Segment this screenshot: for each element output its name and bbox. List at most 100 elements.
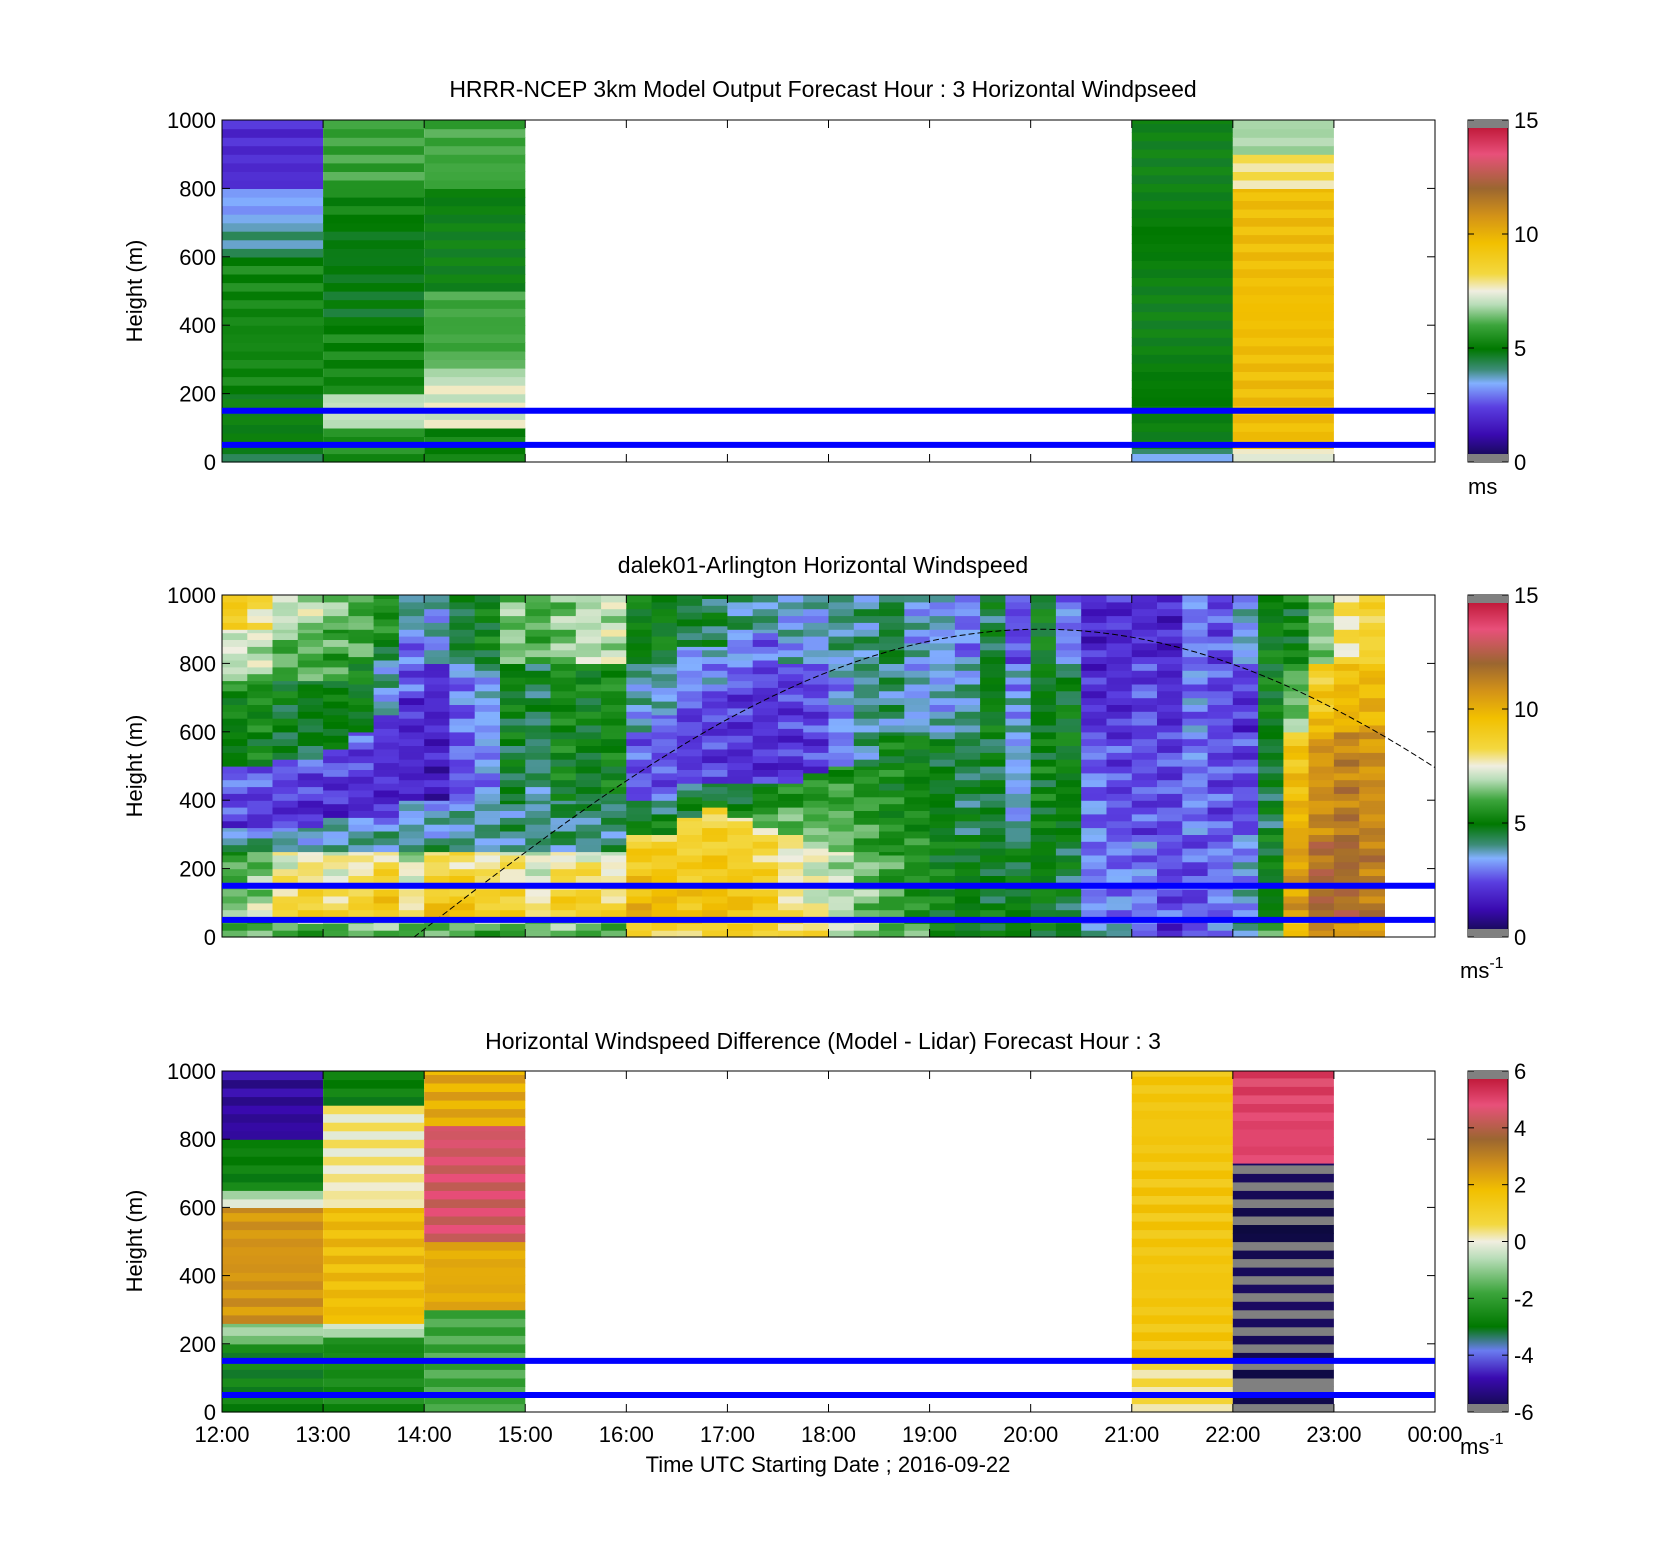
heatmap-cell — [550, 636, 577, 644]
heatmap-cell — [1081, 629, 1107, 637]
heatmap-cell — [1030, 923, 1057, 931]
heatmap-cell — [373, 673, 400, 682]
heatmap-cell — [803, 813, 829, 822]
heatmap-cell — [297, 731, 324, 740]
heatmap-cell — [676, 861, 703, 870]
heatmap-cell — [323, 653, 349, 661]
heatmap-cell — [575, 868, 602, 876]
heatmap-cell — [1131, 875, 1158, 883]
heatmap-cell — [702, 793, 728, 801]
heatmap-cell — [702, 889, 728, 897]
heatmap-cell — [752, 930, 779, 938]
heatmap-cell — [1359, 779, 1385, 788]
heatmap-cell — [601, 663, 627, 671]
heatmap-cell — [1359, 608, 1385, 617]
heatmap-cell — [398, 902, 425, 911]
heatmap-cell — [1333, 861, 1360, 870]
heatmap-cell — [1081, 731, 1107, 740]
heatmap-cell — [1081, 752, 1107, 760]
heatmap-cell — [297, 930, 324, 938]
heatmap-cell — [1359, 615, 1385, 623]
heatmap-cell — [1308, 697, 1335, 705]
heatmap-cell — [323, 1088, 425, 1098]
heatmap-cell — [222, 718, 248, 726]
heatmap-cell — [929, 711, 956, 719]
heatmap-cell — [1030, 779, 1057, 788]
heatmap-cell — [424, 1074, 526, 1084]
heatmap-cell — [1081, 718, 1107, 726]
heatmap-cell — [1258, 820, 1284, 829]
heatmap-cell — [1131, 1169, 1233, 1179]
heatmap-cell — [1232, 1343, 1334, 1353]
heatmap-cell — [272, 837, 299, 846]
heatmap-cell — [929, 820, 956, 829]
heatmap-cell — [1333, 834, 1360, 842]
heatmap-cell — [323, 851, 349, 856]
heatmap-cell — [297, 923, 324, 931]
heatmap-cell — [449, 663, 476, 671]
heatmap-cell — [803, 909, 829, 917]
heatmap-cell — [1283, 854, 1310, 863]
heatmap-cell — [1207, 923, 1234, 931]
heatmap-cell — [853, 629, 880, 637]
heatmap-cell — [1308, 677, 1335, 685]
heatmap-cell — [1106, 622, 1133, 630]
heatmap-cell — [1232, 854, 1259, 863]
heatmap-cell — [323, 896, 349, 904]
heatmap-cell — [1333, 813, 1360, 822]
heatmap-cell — [1081, 608, 1107, 617]
heatmap-cell — [222, 1360, 324, 1370]
heatmap-cell — [1258, 711, 1284, 719]
heatmap-cell — [778, 649, 804, 658]
heatmap-cell — [1005, 889, 1032, 897]
heatmap-cell — [752, 813, 779, 822]
heatmap-cell — [1131, 320, 1233, 330]
heatmap-cell — [980, 670, 1006, 678]
heatmap-cell — [1283, 759, 1310, 767]
heatmap-cell — [651, 786, 678, 794]
heatmap-cell — [525, 731, 552, 740]
heatmap-cell — [1232, 171, 1334, 181]
heatmap-cell — [980, 793, 1006, 801]
heatmap-cell — [1030, 725, 1057, 733]
heatmap-cell — [575, 902, 602, 911]
heatmap-cell — [424, 875, 450, 883]
heatmap-cell — [348, 861, 375, 870]
heatmap-cell — [1359, 848, 1385, 856]
heatmap-cell — [222, 415, 324, 425]
heatmap-cell — [626, 800, 653, 808]
heatmap-cell — [1333, 622, 1360, 630]
heatmap-cell — [1131, 251, 1233, 261]
heatmap-cell — [828, 861, 855, 870]
heatmap-cell — [853, 601, 880, 610]
heatmap-cell — [222, 1289, 324, 1299]
heatmap-cell — [1308, 601, 1335, 610]
heatmap-cell — [424, 410, 526, 420]
heatmap-cell — [297, 837, 324, 846]
heatmap-cell — [1030, 861, 1057, 870]
heatmap-cell — [879, 755, 905, 764]
heatmap-cell — [449, 677, 476, 685]
heatmap-cell — [904, 902, 931, 911]
heatmap-cell — [222, 800, 248, 808]
heatmap-cell — [853, 817, 880, 825]
heatmap-cell — [1005, 834, 1032, 842]
heatmap-cell — [601, 649, 627, 658]
heatmap-cell — [373, 762, 400, 770]
heatmap-cell — [1232, 807, 1259, 815]
heatmap-cell — [222, 1403, 324, 1413]
heatmap-cell — [323, 222, 425, 232]
heatmap-cell — [929, 595, 956, 603]
heatmap-cell — [954, 649, 981, 658]
heatmap-cell — [1030, 786, 1057, 794]
heatmap-cell — [1333, 827, 1360, 835]
heatmap-cell — [373, 796, 400, 805]
heatmap-cell — [601, 690, 627, 699]
heatmap-cell — [803, 601, 829, 610]
heatmap-cell — [803, 848, 829, 856]
heatmap-cell — [1005, 629, 1032, 637]
heatmap-cell — [272, 766, 299, 774]
heatmap-cell — [1232, 909, 1259, 917]
heatmap-cell — [1359, 663, 1385, 671]
heatmap-cell — [1283, 601, 1310, 610]
